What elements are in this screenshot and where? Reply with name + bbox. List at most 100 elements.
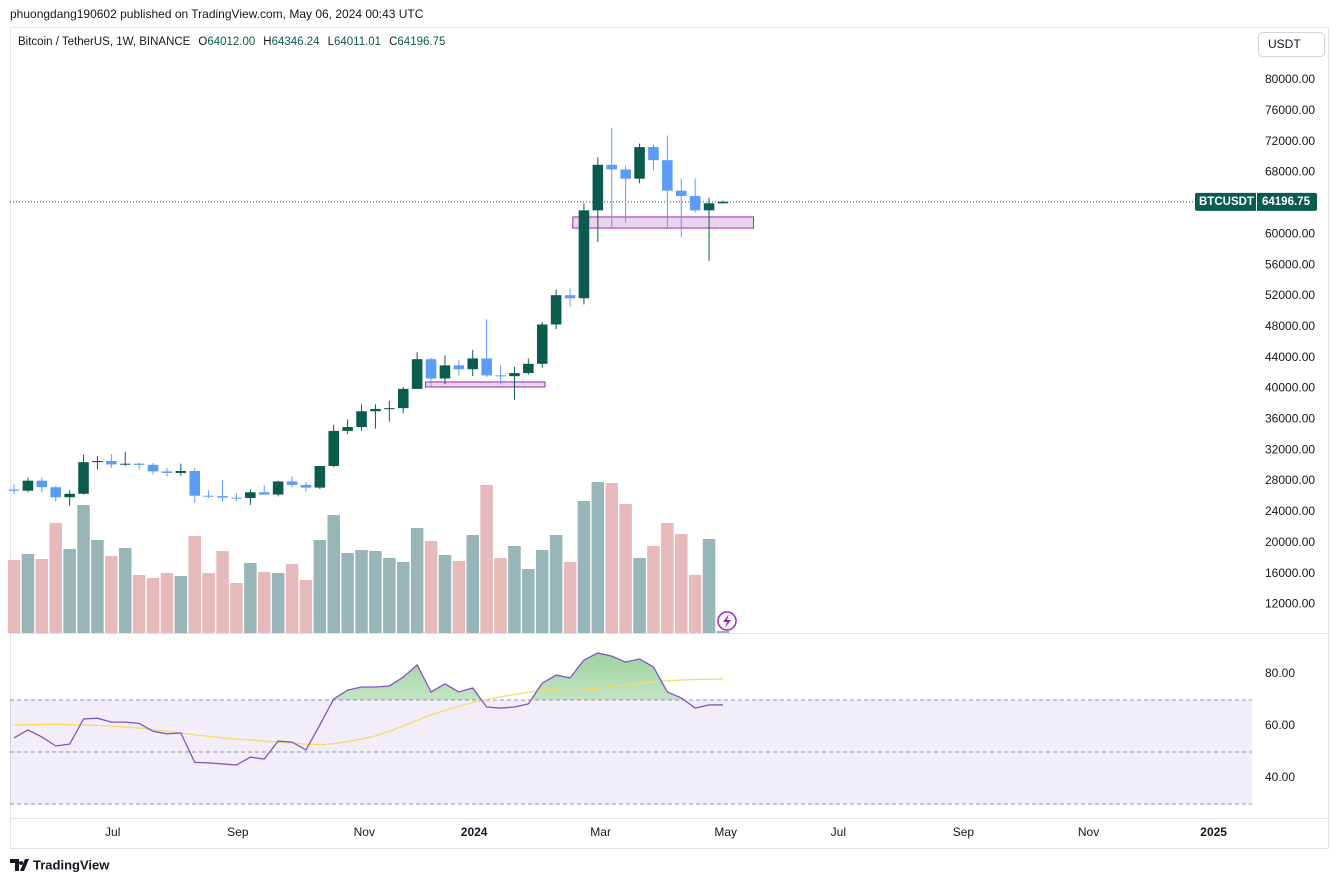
symbol-title: Bitcoin / TetherUS, 1W, BINANCE xyxy=(18,36,191,48)
volume-bar xyxy=(661,523,674,633)
candle-body xyxy=(675,190,687,197)
rsi-ma-line xyxy=(14,678,723,746)
ohlc-name: O xyxy=(198,36,207,48)
y-tick-label: 28000.00 xyxy=(1265,473,1315,487)
candle-body xyxy=(36,480,48,488)
brand-name: TradingView xyxy=(33,857,110,872)
support-zone xyxy=(424,381,546,388)
ohlc-value: 64346.24 xyxy=(272,36,321,48)
brand-mark xyxy=(10,859,29,871)
volume-bar xyxy=(535,550,549,633)
volume-bar xyxy=(549,535,563,633)
volume-bar xyxy=(230,583,243,633)
x-tick-label: Nov xyxy=(354,825,375,839)
volume-bar xyxy=(49,523,62,633)
volume-bar xyxy=(63,549,76,633)
candle-body xyxy=(397,388,409,409)
volume-bar xyxy=(647,546,660,633)
volume-bar xyxy=(244,563,257,633)
volume-bar xyxy=(299,580,313,633)
candle-body xyxy=(78,462,89,494)
y-tick-label: 40000.00 xyxy=(1265,381,1315,395)
volume-bar xyxy=(257,572,271,633)
brand-logo: TradingView xyxy=(10,857,110,872)
candle-body xyxy=(564,295,576,299)
y-tick-label: 32000.00 xyxy=(1265,442,1315,456)
candle-body xyxy=(384,408,395,410)
ohlc-name: C xyxy=(389,36,397,48)
y-tick-label: 52000.00 xyxy=(1265,288,1315,302)
volume-bar xyxy=(396,562,410,633)
candle-body xyxy=(22,480,34,491)
candle-body xyxy=(189,471,201,496)
candle-body xyxy=(481,358,492,376)
y-tick-label: 60000.00 xyxy=(1265,226,1315,240)
volume-bar xyxy=(674,534,688,633)
candle-body xyxy=(300,484,312,488)
currency-button[interactable]: USDT xyxy=(1258,32,1325,57)
candle-body xyxy=(523,363,534,374)
volume-bar xyxy=(619,504,632,633)
support-zone xyxy=(572,216,755,229)
overbought-area xyxy=(14,652,723,701)
candle-body xyxy=(147,464,159,472)
volume-bar xyxy=(105,556,118,633)
rsi-pane: 80.00 60.00 40.00 Jul Sep Nov 2024 Mar May Jul Sep… xyxy=(10,652,1295,839)
replay-bolt[interactable] xyxy=(723,614,731,628)
symbol-header: Bitcoin / TetherUS, 1W, BINANCE O64012.00… xyxy=(18,36,445,48)
volume-bar xyxy=(341,553,354,633)
ohlc-value: 64012.00 xyxy=(207,36,255,48)
candle-body xyxy=(175,471,187,473)
volume-bar xyxy=(563,562,577,633)
ohlc-name: L xyxy=(328,36,335,48)
candle-body xyxy=(592,164,604,211)
candle-body xyxy=(550,295,562,325)
y-tick-label: 76000.00 xyxy=(1265,103,1315,117)
y-tick-label: 48000.00 xyxy=(1265,319,1315,333)
publisher-line: phuongdang190602 published on TradingVie… xyxy=(10,7,424,21)
volume-bar xyxy=(410,528,424,633)
y-tick-label: 12000.00 xyxy=(1265,597,1315,611)
candle-body xyxy=(64,493,75,498)
candle-body xyxy=(356,411,367,428)
volume-bar xyxy=(118,548,132,633)
candle-body xyxy=(495,375,506,377)
candle-body xyxy=(536,324,548,364)
x-tick-label: Sep xyxy=(953,825,975,839)
volume-bar xyxy=(21,554,35,633)
replay-icon[interactable] xyxy=(717,611,737,631)
candle-body xyxy=(258,492,270,495)
volume-bar xyxy=(688,575,702,633)
volume-bar xyxy=(91,540,104,633)
candle-body xyxy=(703,203,715,211)
ohlc-value: 64196.75 xyxy=(397,36,445,48)
candle-body xyxy=(439,365,451,379)
candle-body xyxy=(217,496,228,498)
volume-bar xyxy=(202,573,215,633)
volume-bar xyxy=(466,535,479,633)
currency-button-box[interactable] xyxy=(1258,32,1325,57)
last-price-symbol: BTCUSDT xyxy=(1199,196,1254,208)
y-tick-label: 72000.00 xyxy=(1265,134,1315,148)
price-pane: 12000.00 16000.00 20000.00 24000.00 28000.00… xyxy=(7,72,1317,633)
volume-bar xyxy=(480,485,493,633)
ohlc-value: 64011.01 xyxy=(334,36,381,48)
candle-body xyxy=(634,147,645,179)
x-tick-label: Sep xyxy=(227,825,249,839)
candle-body xyxy=(606,164,618,170)
volume-bar xyxy=(508,546,521,633)
y-tick-label: 40.00 xyxy=(1265,770,1295,784)
y-tick-label: 56000.00 xyxy=(1265,257,1315,271)
candle-body xyxy=(328,430,340,467)
candle-body xyxy=(50,487,62,498)
y-tick-label: 60.00 xyxy=(1265,718,1295,732)
currency-button-label[interactable]: USDT xyxy=(1268,37,1301,51)
candle-body xyxy=(342,427,353,431)
candle-body xyxy=(286,481,298,485)
candle-body xyxy=(717,201,729,204)
volume-bar xyxy=(577,501,591,633)
volume-bar xyxy=(591,482,605,633)
y-tick-label: 68000.00 xyxy=(1265,165,1315,179)
volume-bar xyxy=(132,575,146,633)
